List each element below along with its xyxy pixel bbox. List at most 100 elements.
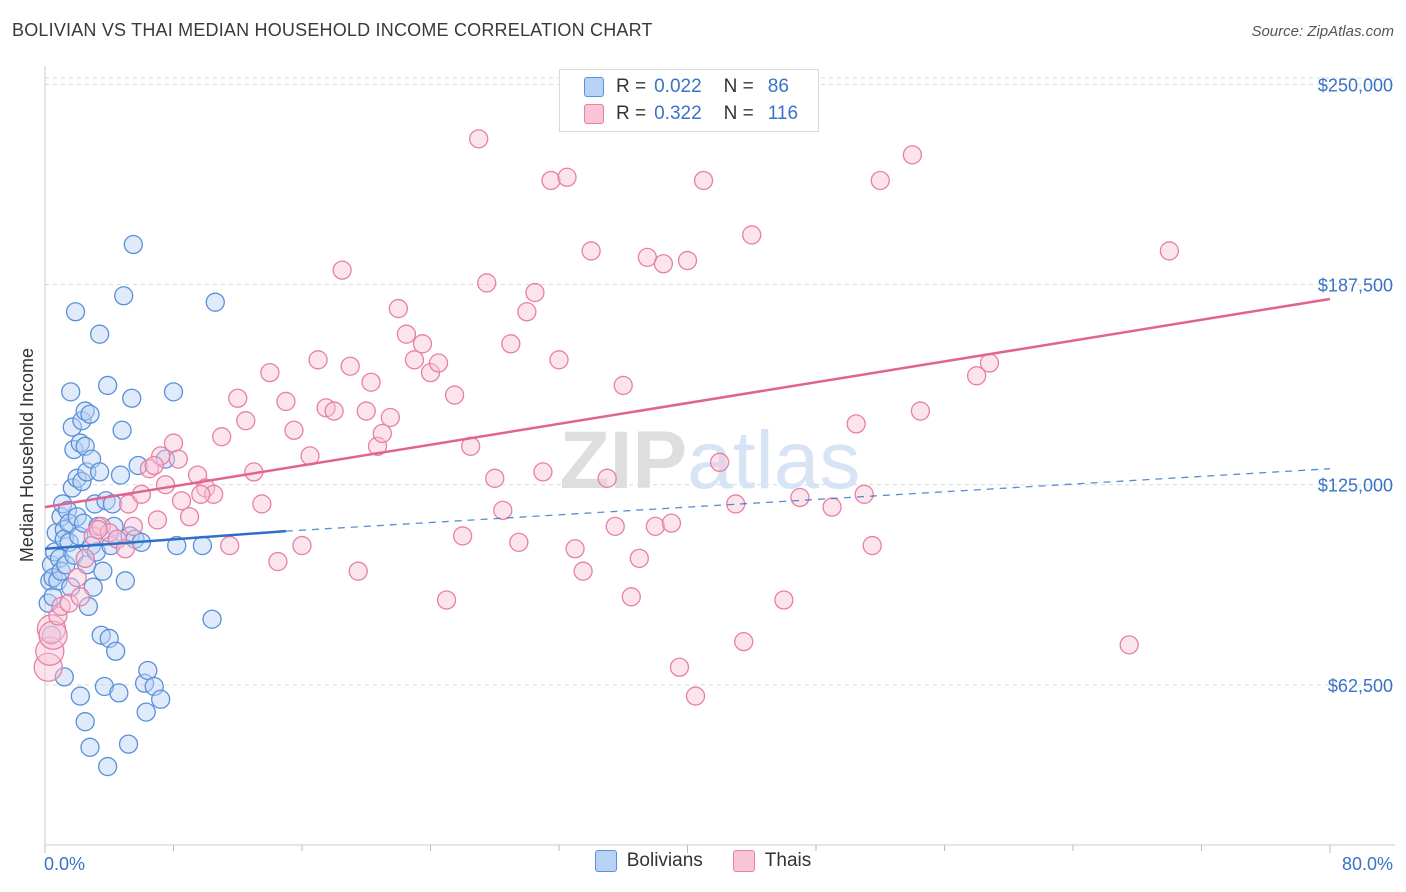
thai-point	[404, 350, 425, 370]
thai-point	[380, 407, 400, 428]
legend-label-thais: Thais	[764, 850, 812, 871]
thai-point	[452, 526, 473, 546]
y-tick-label: $125,000	[1318, 476, 1393, 496]
thai-point	[70, 587, 90, 607]
thais-points	[33, 129, 1180, 706]
thai-point	[171, 491, 192, 511]
bolivian-point	[118, 734, 139, 754]
bolivian-point	[150, 689, 171, 709]
thai-point	[67, 567, 87, 588]
thai-point	[268, 551, 288, 572]
y-tick-label: $250,000	[1318, 75, 1393, 95]
y-axis-label: Median Household Income	[17, 348, 37, 562]
thai-point	[533, 462, 553, 482]
thai-point	[356, 401, 376, 421]
thai-point	[228, 388, 248, 408]
bolivian-point	[93, 561, 113, 581]
bolivian-point	[110, 465, 131, 485]
bolivian-point	[89, 324, 110, 344]
thai-point	[168, 449, 188, 469]
bolivians-trendline	[44, 529, 287, 551]
thai-point	[420, 362, 441, 383]
thai-point	[549, 350, 569, 370]
bolivian-point	[78, 596, 99, 617]
bolivian-point	[56, 555, 76, 575]
thai-point	[252, 494, 272, 514]
thai-point	[236, 411, 256, 431]
thai-point	[428, 353, 449, 373]
bolivian-point	[70, 686, 90, 706]
thai-point	[629, 548, 649, 569]
thai-point	[774, 590, 794, 610]
thai-point	[870, 170, 890, 191]
bolivian-point	[167, 535, 187, 556]
thai-point	[910, 401, 931, 421]
thai-point	[613, 375, 633, 396]
thai-point	[292, 535, 312, 556]
thai-point	[573, 561, 593, 581]
thai-point	[822, 497, 842, 517]
thai-point	[517, 302, 537, 322]
bolivian-point	[163, 382, 184, 402]
bolivian-point	[83, 577, 103, 597]
bolivian-point	[65, 302, 86, 322]
thai-point	[444, 385, 465, 405]
thai-point	[581, 241, 601, 261]
bolivian-point	[128, 455, 148, 476]
stats-row-bolivians: R = 0.022 N = 86	[584, 74, 789, 100]
bolivian-point	[80, 737, 100, 757]
y-tick-labels: $62,500 $125,000 $187,500 $250,000	[1318, 75, 1393, 695]
legend-label-bolivians: Bolivians	[626, 850, 703, 871]
bolivian-point	[136, 702, 156, 722]
thai-point	[38, 620, 68, 650]
thai-point	[493, 500, 513, 520]
chart-title: BOLIVIAN VS THAI MEDIAN HOUSEHOLD INCOME…	[12, 20, 653, 40]
thai-point	[131, 484, 152, 504]
y-tick-label: $187,500	[1318, 276, 1393, 296]
bolivian-point	[97, 375, 118, 396]
legend-item-bolivians[interactable]: Bolivians	[594, 850, 703, 872]
thai-point	[220, 535, 240, 556]
thai-point	[123, 516, 143, 537]
thai-point	[361, 372, 381, 392]
thai-point	[685, 686, 706, 706]
grid-lines	[45, 77, 1395, 686]
thai-point	[324, 401, 344, 421]
thai-point	[669, 657, 690, 677]
thai-point	[276, 391, 296, 412]
x-tick-label: 0.0%	[44, 854, 85, 874]
thai-point	[284, 420, 304, 440]
thai-point	[557, 167, 577, 187]
n-value: 116	[767, 103, 799, 124]
thai-point	[501, 334, 521, 354]
trendlines	[44, 297, 1331, 551]
thai-point	[260, 362, 280, 383]
bolivian-point	[138, 660, 158, 681]
thai-point	[605, 516, 625, 537]
thai-point	[1119, 635, 1139, 655]
x-tick-labels: 0.0% 80.0%	[44, 854, 1393, 874]
thai-point	[118, 494, 139, 514]
thai-point	[33, 652, 63, 682]
thai-point	[396, 324, 417, 344]
bolivian-point	[80, 404, 100, 424]
thai-point	[144, 455, 164, 476]
r-label: R =	[616, 76, 647, 97]
thai-point	[979, 353, 1000, 373]
thai-point	[645, 516, 666, 537]
legend-item-thais[interactable]: Thais	[732, 850, 812, 872]
thai-point	[163, 433, 184, 453]
bolivian-point	[62, 478, 82, 498]
thai-point	[412, 334, 433, 354]
bolivian-point	[61, 382, 81, 402]
thai-point	[191, 484, 211, 504]
thai-point	[854, 484, 874, 504]
thai-point	[88, 519, 108, 540]
bolivian-point	[69, 526, 89, 546]
r-value: 0.022	[654, 76, 702, 97]
thai-point	[966, 366, 987, 386]
watermark: ZIPatlas	[560, 415, 861, 506]
bolivians-legend-swatch	[594, 850, 617, 872]
bolivians-trendline-extension	[285, 468, 1331, 532]
